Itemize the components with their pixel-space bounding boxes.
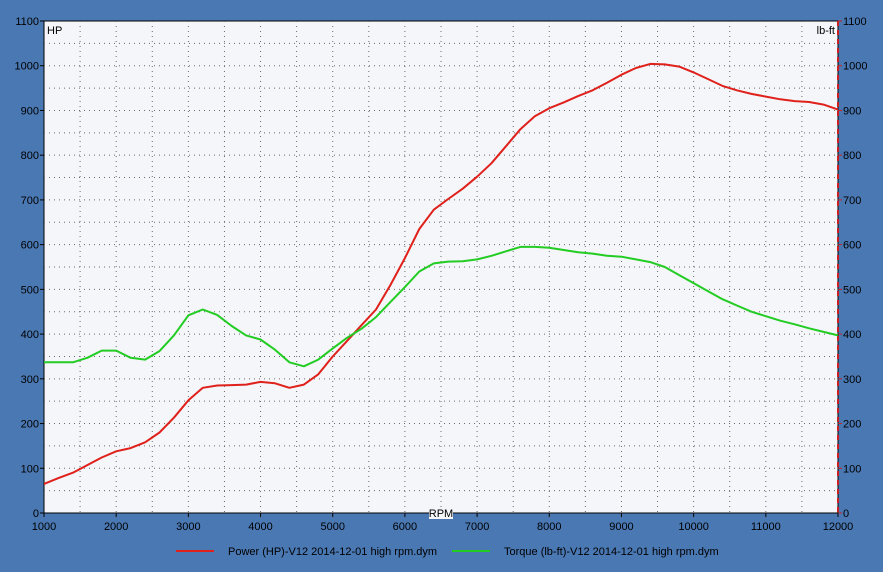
x-tick-label: 9000 [609, 521, 633, 533]
y-tick-label-right: 200 [843, 419, 861, 431]
y-tick-label-right: 300 [843, 374, 861, 386]
x-tick-label: 1000 [32, 521, 56, 533]
power-series-line [43, 62, 839, 485]
y-tick-label-right: 700 [843, 195, 861, 207]
x-tick-label: 2000 [104, 521, 128, 533]
torque-series-line [44, 245, 839, 368]
y-tick-label-right: 100 [843, 463, 861, 475]
axes: 1000 2000 3000 4000 5000 6000 7000 8000 9000 1000… [15, 16, 868, 533]
y-tick-label-left: 1000 [15, 61, 39, 73]
x-axis-label: RPM [429, 508, 453, 520]
y-tick-label-left: 500 [21, 284, 39, 296]
y-tick-label-right: 1000 [843, 61, 867, 73]
x-axis-label-bg [429, 507, 453, 519]
y-tick-label-left: 1100 [15, 16, 39, 28]
x-tick-label: 11000 [751, 521, 781, 533]
x-tick-label: 7000 [465, 521, 489, 533]
y-tick-label-right: 500 [843, 284, 861, 296]
x-tick-label: 10000 [678, 521, 709, 533]
x-tick-label: 6000 [393, 521, 417, 533]
y-tick-label-right: 0 [843, 508, 849, 520]
y-axis-label-right: lb-ft [817, 25, 835, 37]
legend-label-torque: Torque (lb-ft)-V12 2014-12-01 high rpm.d… [504, 546, 719, 558]
y-tick-label-left: 400 [21, 329, 39, 341]
y-tick-label-right: 600 [843, 240, 861, 252]
y-tick-label-left: 900 [21, 105, 39, 117]
series-lines [43, 62, 839, 485]
y-tick-label-left: 300 [21, 374, 39, 386]
y-tick-label-left: 700 [21, 195, 39, 207]
x-tick-label: 8000 [537, 521, 561, 533]
y-tick-label-left: 800 [21, 150, 39, 162]
legend: Power (HP)-V12 2014-12-01 high rpm.dym T… [176, 546, 719, 558]
y-tick-label-right: 800 [843, 150, 861, 162]
y-tick-label-left: 0 [33, 508, 39, 520]
y-axis-label-left: HP [47, 25, 62, 37]
x-tick-label: 12000 [823, 521, 854, 533]
y-tick-label-right: 900 [843, 105, 861, 117]
y-tick-label-left: 600 [21, 240, 39, 252]
y-tick-label-right: 1100 [843, 16, 867, 28]
y-tick-label-left: 100 [21, 463, 39, 475]
x-tick-label: 3000 [176, 521, 200, 533]
x-tick-label: 5000 [320, 521, 344, 533]
legend-label-power: Power (HP)-V12 2014-12-01 high rpm.dym [228, 546, 437, 558]
x-tick-label: 4000 [248, 521, 272, 533]
y-tick-label-left: 200 [21, 419, 39, 431]
grid [44, 21, 838, 513]
y-tick-label-right: 400 [843, 329, 861, 341]
